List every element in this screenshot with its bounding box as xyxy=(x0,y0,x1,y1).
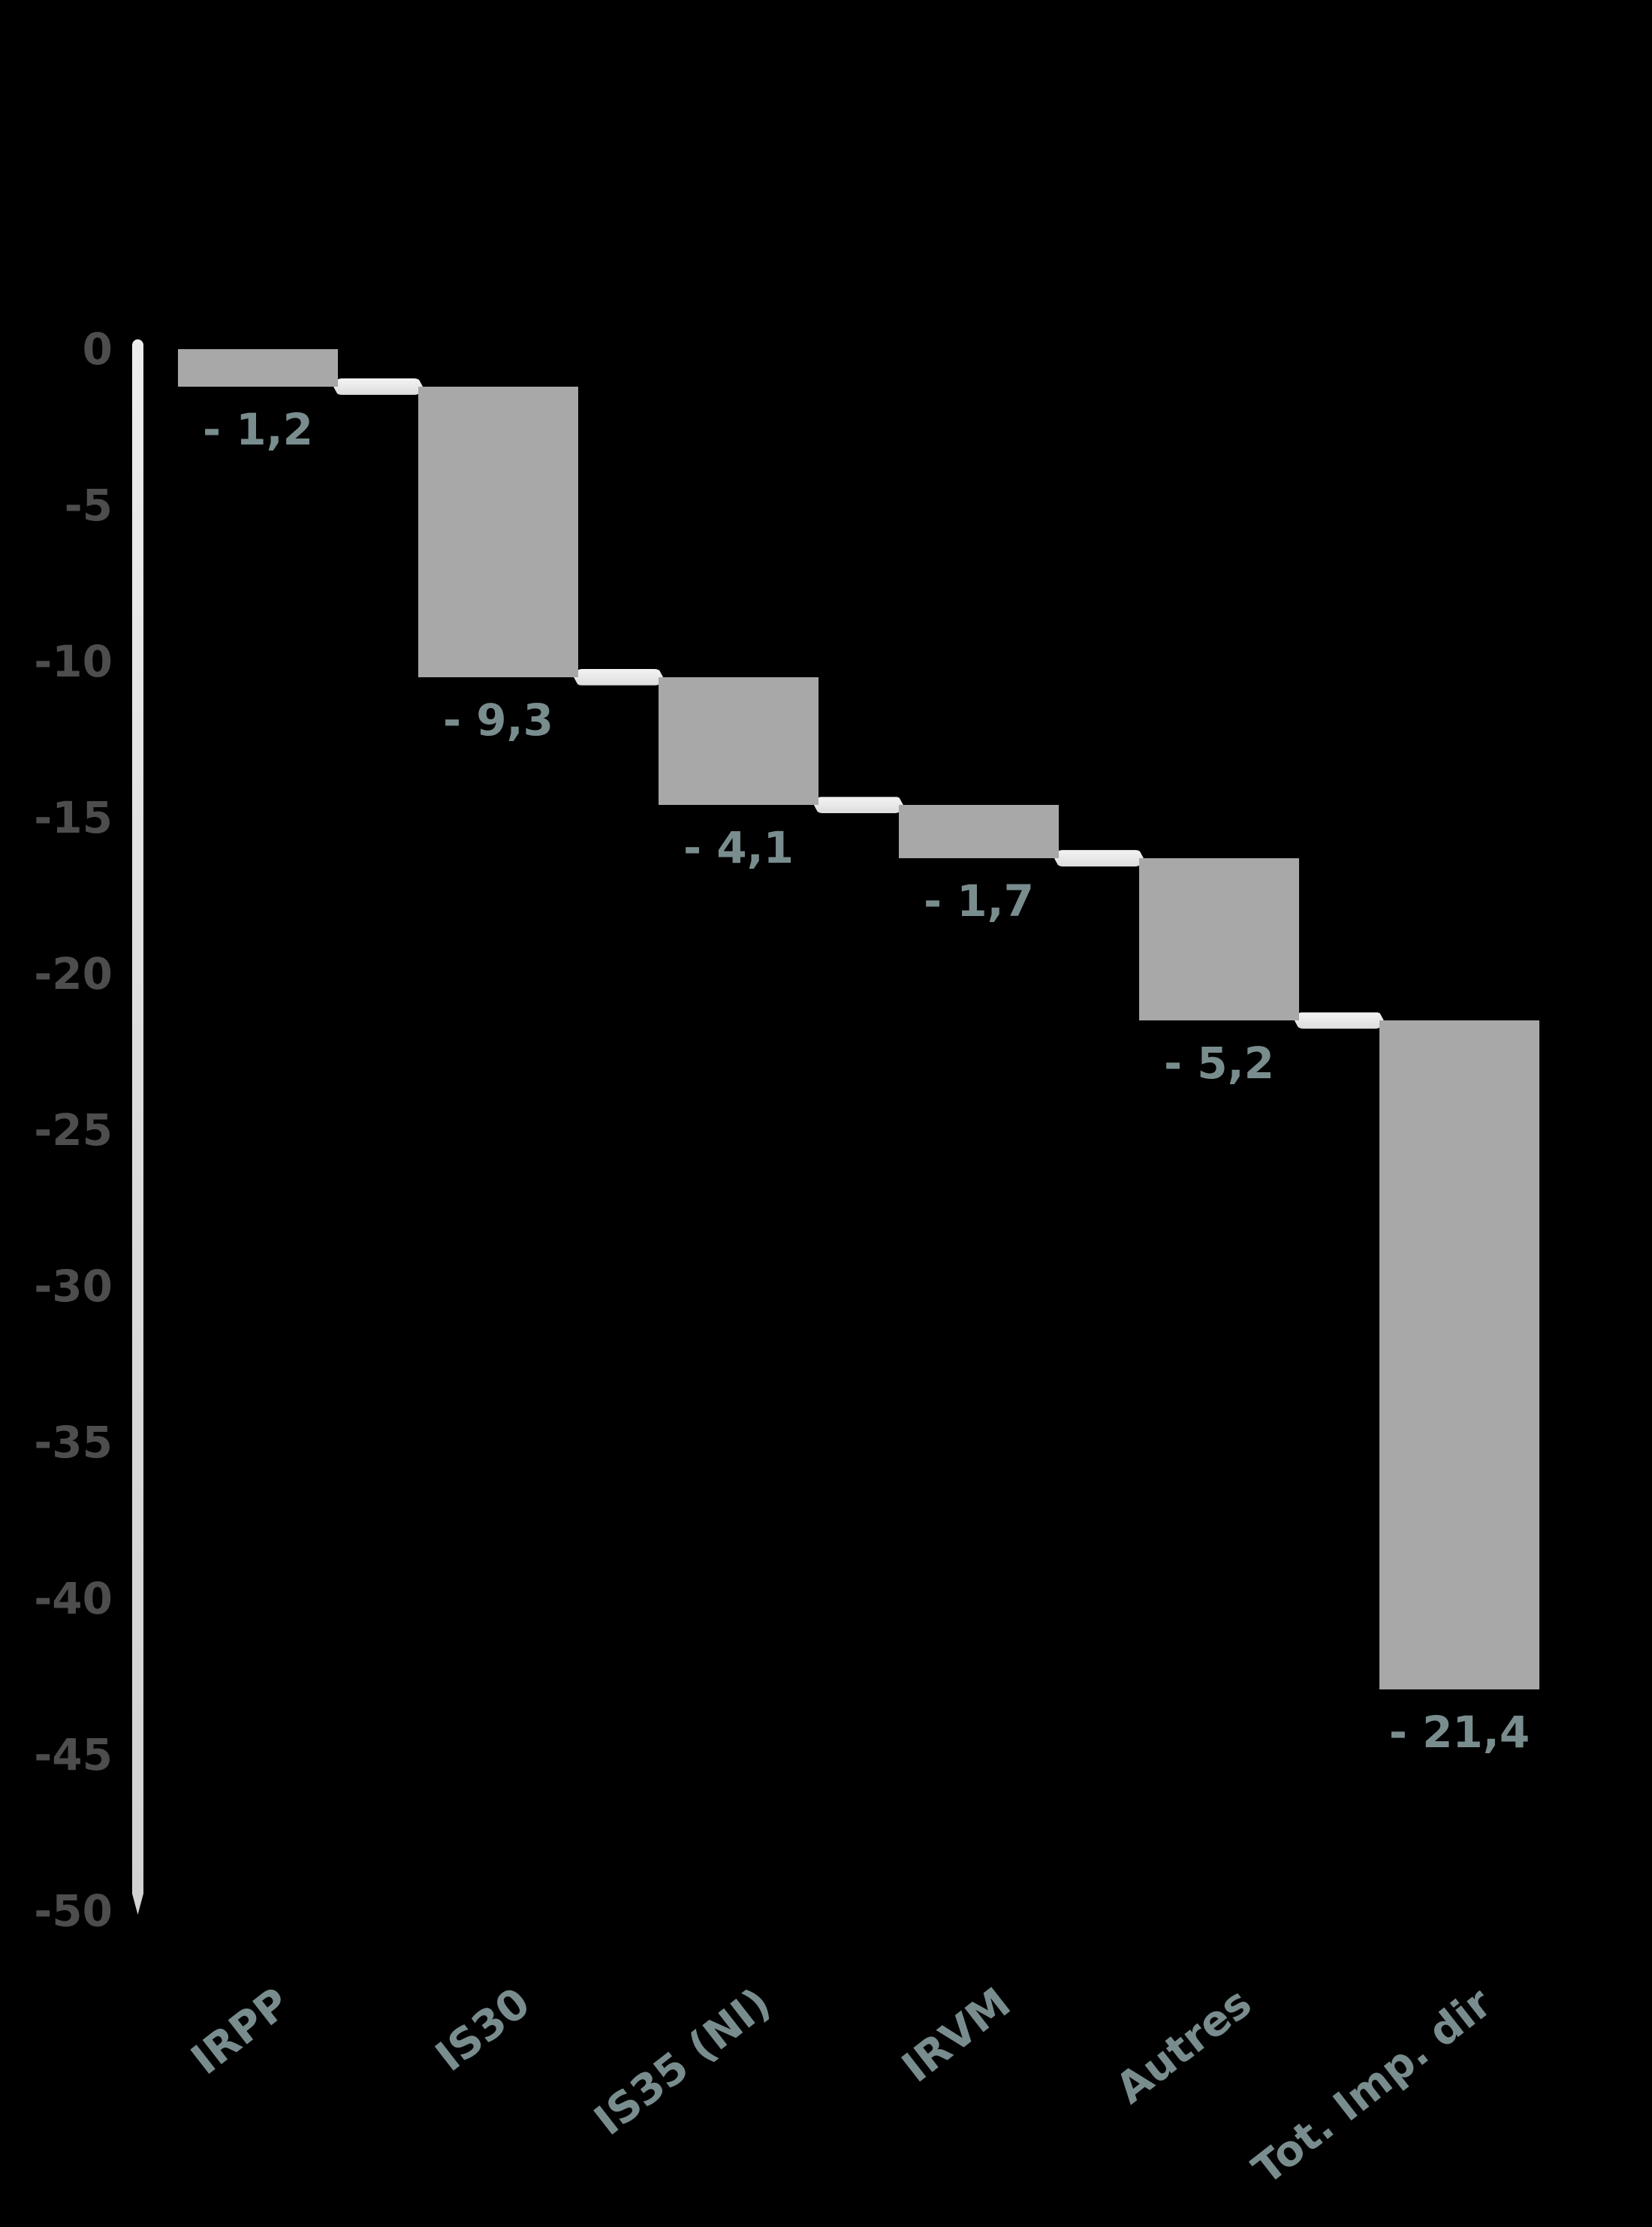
category-label-irvm: IRVM xyxy=(894,1978,1020,2093)
y-tick-label-minus-25: -25 xyxy=(34,1104,113,1156)
category-label-is30: IS30 xyxy=(427,1978,540,2081)
y-tick-label-minus-20: -20 xyxy=(34,948,113,999)
connector-is30-to-is35-ni xyxy=(574,668,663,686)
category-label-is35-ni: IS35 (NI) xyxy=(585,1978,780,2146)
category-label-irpp: IRPP xyxy=(182,1978,300,2085)
bar-irvm xyxy=(899,805,1059,859)
connector-irpp-to-is30 xyxy=(333,378,423,395)
bar-irpp xyxy=(178,349,338,387)
category-label-tot-imp-dir: Tot. Imp. dir xyxy=(1244,1978,1501,2195)
data-label-autres: - 5,2 xyxy=(1163,1038,1274,1089)
data-label-is30: - 9,3 xyxy=(442,694,553,746)
data-label-irpp: - 1,2 xyxy=(202,403,313,455)
y-tick-label-minus-45: -45 xyxy=(34,1729,113,1780)
bar-is35-ni xyxy=(659,677,818,806)
connector-autres-to-tot-imp-dir xyxy=(1295,1012,1384,1029)
y-tick-label-minus-15: -15 xyxy=(34,792,113,843)
y-axis-line xyxy=(132,339,143,1915)
data-label-tot-imp-dir: - 21,4 xyxy=(1388,1706,1530,1758)
data-label-irvm: - 1,7 xyxy=(923,875,1034,927)
y-tick-label-minus-30: -30 xyxy=(34,1261,113,1312)
y-tick-label-minus-50: -50 xyxy=(34,1885,113,1936)
category-label-autres: Autres xyxy=(1106,1978,1261,2114)
bar-tot-imp-dir xyxy=(1379,1020,1539,1689)
y-tick-label-minus-40: -40 xyxy=(34,1573,113,1624)
bar-is30 xyxy=(418,386,578,677)
data-label-is35-ni: - 4,1 xyxy=(683,822,794,874)
y-tick-label-minus-35: -35 xyxy=(34,1417,113,1468)
y-tick-label-minus-5: -5 xyxy=(64,480,113,531)
connector-is35-ni-to-irvm xyxy=(814,797,903,814)
connector-irvm-to-autres xyxy=(1054,850,1144,867)
y-tick-label-0: 0 xyxy=(82,324,113,375)
y-tick-label-minus-10: -10 xyxy=(34,636,113,687)
bar-autres xyxy=(1139,858,1299,1021)
